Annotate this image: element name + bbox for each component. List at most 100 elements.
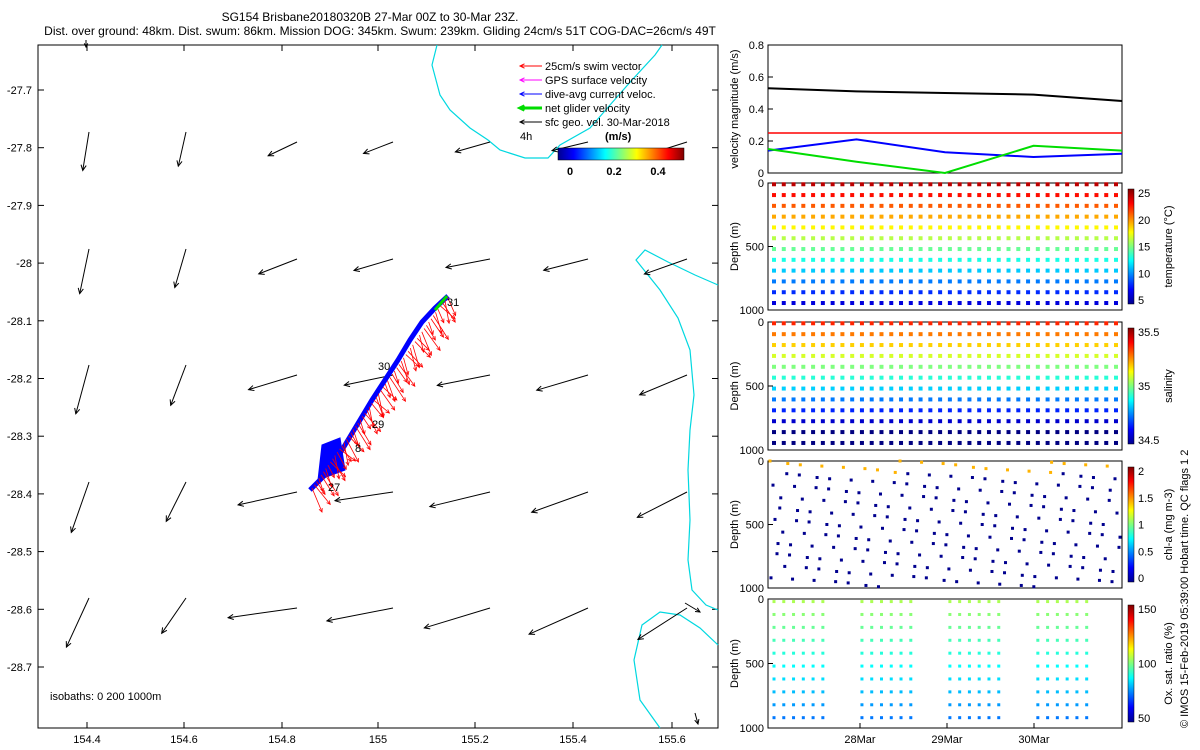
- oxygen-sample-point: [811, 703, 815, 707]
- profile-y-tick-label: 1000: [740, 305, 764, 317]
- profile-sample-point: [918, 343, 923, 348]
- chl-sample-point: [1089, 521, 1093, 525]
- profile-sample-point: [889, 236, 894, 241]
- geo-vector-head: [70, 526, 76, 534]
- geo-vector: [428, 491, 491, 509]
- profile-sample-point: [879, 214, 884, 219]
- chl-sample-point: [880, 526, 884, 530]
- profile-y-label: Depth (m): [729, 500, 741, 549]
- chl-sample-point: [981, 512, 985, 516]
- geo-vector-head: [267, 150, 275, 157]
- chl-sample-point: [804, 566, 808, 570]
- profile-sample-point: [791, 353, 796, 358]
- chl-sample-point: [892, 481, 896, 485]
- profile-sample-point: [801, 203, 806, 208]
- profile-sample-point: [947, 321, 952, 326]
- oxygen-sample-point: [879, 638, 883, 642]
- oxygen-sample-point: [879, 600, 883, 604]
- profile-sample-point: [869, 430, 874, 435]
- profile-sample-point: [1104, 440, 1109, 445]
- oxygen-sample-point: [782, 600, 786, 604]
- profile-sample-point: [899, 247, 904, 252]
- chl-sample-point: [916, 519, 920, 523]
- profile-sample-point: [967, 279, 972, 284]
- profile-sample-point: [889, 364, 894, 369]
- legend-swatch-head: [518, 91, 525, 97]
- oxygen-sample-point: [801, 651, 805, 655]
- profile-sample-point: [1006, 321, 1011, 326]
- profile-sample-point: [840, 343, 845, 348]
- profile-sample-point: [772, 203, 776, 208]
- swim-vector-shaft: [359, 419, 365, 435]
- oxygen-sample-point: [1046, 638, 1050, 642]
- profile-sample-point: [938, 364, 943, 369]
- profile-sample-point: [967, 397, 972, 402]
- swim-vector-head: [426, 353, 431, 358]
- oxygen-sample-point: [977, 703, 981, 707]
- profile-sample-point: [801, 193, 806, 198]
- oxygen-sample-point: [1085, 600, 1089, 604]
- profile-sample-point: [967, 321, 972, 326]
- profile-sample-point: [1074, 236, 1079, 241]
- chl-sample-point: [793, 484, 797, 488]
- chl-sample-point: [873, 514, 877, 518]
- profile-sample-point: [977, 193, 982, 198]
- profile-sample-point: [791, 225, 796, 230]
- profile-sample-point: [1006, 353, 1011, 358]
- profile-sample-point: [879, 332, 884, 337]
- profile-sample-point: [947, 408, 952, 413]
- profile-sample-point: [1114, 419, 1118, 424]
- chl-sample-point: [783, 564, 787, 568]
- swim-vector-head: [341, 476, 346, 482]
- chl-sample-point: [866, 548, 870, 552]
- profile-sample-point: [1055, 397, 1060, 402]
- profile-sample-point: [791, 290, 796, 295]
- chl-sample-point: [1082, 556, 1086, 560]
- profile-sample-point: [977, 301, 982, 306]
- chl-sample-point: [923, 484, 927, 488]
- day-label-27: 27: [328, 482, 340, 494]
- oxygen-sample-point: [948, 651, 952, 655]
- profile-sample-point: [1055, 419, 1060, 424]
- swim-vector-head: [320, 487, 325, 493]
- profile-sample-point: [811, 279, 816, 284]
- swim-vector-shaft: [435, 312, 443, 334]
- profile-sample-point: [957, 290, 962, 295]
- profile-y-tick-label: 0: [758, 456, 764, 468]
- oxygen-sample-point: [879, 690, 883, 694]
- swim-vector-shaft: [421, 331, 432, 356]
- profile-sample-point: [869, 301, 874, 306]
- profile-sample-point: [1065, 247, 1070, 252]
- profile-sample-point: [908, 321, 913, 326]
- swim-vector: [400, 360, 411, 386]
- swim-vector-head: [385, 409, 391, 414]
- profile-sample-point: [938, 182, 943, 187]
- profile-sample-point: [1094, 430, 1099, 435]
- oxygen-sample-point: [772, 638, 776, 642]
- profile-sample-point: [1006, 364, 1011, 369]
- profile-sample-point: [1016, 386, 1021, 391]
- profile-y-tick-label: 500: [746, 381, 764, 393]
- profile-sample-point: [1104, 214, 1109, 219]
- profile-sample-point: [820, 397, 825, 402]
- isobath-contour-southeast: [633, 611, 719, 729]
- chl-sample-point: [854, 536, 858, 540]
- swim-vector-shaft: [320, 474, 335, 497]
- geo-vector: [362, 141, 394, 155]
- profile-sample-point: [791, 193, 796, 198]
- oxygen-sample-point: [1055, 638, 1059, 642]
- geo-vector-shaft: [177, 131, 187, 167]
- profile-sample-point: [811, 332, 816, 337]
- geo-vector: [542, 258, 589, 272]
- chl-sample-point: [903, 517, 907, 521]
- chl-sample-point: [773, 517, 777, 521]
- profile-sample-point: [1094, 193, 1099, 198]
- profile-sample-point: [830, 353, 835, 358]
- profile-sample-point: [918, 193, 923, 198]
- swim-vector-shaft: [325, 468, 332, 487]
- oxygen-sample-point: [967, 600, 971, 604]
- oxygen-sample-point: [909, 664, 913, 668]
- profile-sample-point: [947, 353, 952, 358]
- geo-vector-shaft: [536, 374, 589, 391]
